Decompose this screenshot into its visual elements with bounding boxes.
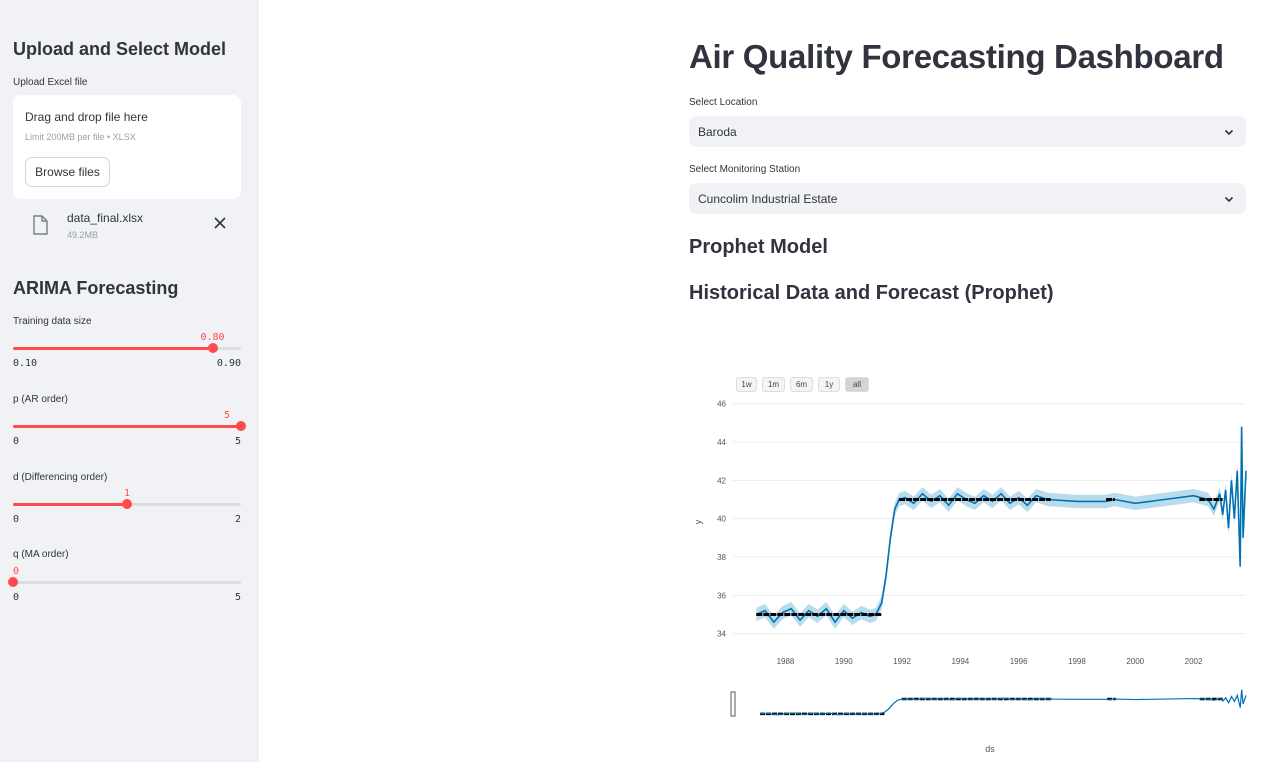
- slider-label-training: Training data size: [13, 316, 92, 327]
- y-axis-label: y: [693, 519, 703, 524]
- dropzone-limit: Limit 200MB per file • XLSX: [25, 132, 136, 142]
- location-label: Select Location: [689, 97, 758, 108]
- station-label: Select Monitoring Station: [689, 164, 801, 175]
- range-forecast-line: [759, 689, 1247, 716]
- d-order-slider[interactable]: 1 0 2: [13, 488, 241, 528]
- slider-value: 0: [13, 566, 20, 577]
- x-tick-label: 1998: [1068, 657, 1086, 666]
- slider-min: 0: [13, 436, 20, 447]
- range-button-1y[interactable]: 1y: [818, 377, 840, 392]
- p-order-slider[interactable]: 5 0 5: [13, 410, 246, 450]
- dropzone-title: Drag and drop file here: [25, 110, 148, 124]
- slider-max: 5: [234, 436, 241, 447]
- uploaded-file: data_final.xlsx 49.2MB: [13, 205, 241, 245]
- remove-file-icon[interactable]: [213, 216, 227, 230]
- sidebar: Upload and Select Model Upload Excel fil…: [0, 0, 259, 762]
- slider-thumb[interactable]: [207, 343, 218, 353]
- range-button-all[interactable]: all: [845, 377, 869, 392]
- y-tick-label: 34: [717, 630, 726, 639]
- y-tick-label: 36: [717, 591, 726, 600]
- x-tick-label: 1990: [835, 657, 853, 666]
- forecast-line: [755, 426, 1247, 624]
- y-tick-label: 38: [717, 553, 726, 562]
- range-button-1w[interactable]: 1w: [736, 377, 757, 392]
- x-tick-label: 1992: [893, 657, 911, 666]
- slider-label-d: d (Differencing order): [13, 472, 108, 483]
- y-tick-label: 46: [717, 400, 726, 409]
- station-select[interactable]: Cuncolim Industrial Estate: [689, 183, 1246, 214]
- slider-fill: [13, 503, 127, 506]
- range-button-1m[interactable]: 1m: [762, 377, 785, 392]
- uncertainty-band: [756, 420, 1246, 629]
- slider-label-p: p (AR order): [13, 394, 69, 405]
- browse-files-button[interactable]: Browse files: [25, 157, 110, 187]
- x-tick-label: 1994: [951, 657, 969, 666]
- slider-min: 0.10: [13, 358, 38, 369]
- slider-thumb[interactable]: [8, 577, 18, 587]
- upload-label: Upload Excel file: [13, 77, 88, 88]
- upload-heading: Upload and Select Model: [13, 39, 227, 59]
- x-tick-label: 2002: [1185, 657, 1203, 666]
- station-value: Cuncolim Industrial Estate: [698, 192, 838, 206]
- y-tick-label: 42: [717, 476, 726, 485]
- location-value: Baroda: [698, 125, 737, 139]
- slider-max: 2: [234, 514, 241, 525]
- slider-value: 1: [123, 488, 131, 499]
- range-button-6m[interactable]: 6m: [790, 377, 813, 392]
- y-tick-label: 44: [717, 438, 726, 447]
- slider-value: 0.80: [200, 332, 225, 343]
- file-name: data_final.xlsx: [67, 211, 144, 225]
- slider-thumb[interactable]: [236, 421, 246, 431]
- x-tick-label: 2000: [1126, 657, 1144, 666]
- slider-label-q: q (MA order): [13, 549, 69, 560]
- chevron-down-icon: [1224, 196, 1234, 203]
- file-dropzone[interactable]: Drag and drop file here Limit 200MB per …: [13, 95, 241, 199]
- slider-value: 5: [223, 410, 231, 421]
- slider-min: 0: [13, 514, 20, 525]
- x-axis-label: ds: [985, 744, 995, 754]
- y-tick-label: 40: [717, 515, 726, 524]
- arima-heading: ARIMA Forecasting: [13, 278, 179, 298]
- slider-track: [13, 581, 241, 584]
- slider-max: 0.90: [216, 358, 241, 369]
- slider-max: 5: [234, 592, 241, 603]
- slider-fill: [13, 425, 241, 428]
- chevron-down-icon: [1224, 129, 1234, 136]
- page-title: Air Quality Forecasting Dashboard: [689, 38, 1224, 75]
- file-size: 49.2MB: [67, 230, 99, 240]
- x-tick-label: 1996: [1010, 657, 1028, 666]
- slider-fill: [13, 347, 213, 350]
- slider-min: 0: [13, 592, 20, 603]
- x-tick-label: 1988: [777, 657, 795, 666]
- chart-heading: Historical Data and Forecast (Prophet): [689, 282, 1054, 304]
- model-heading: Prophet Model: [689, 236, 828, 258]
- range-slider-handle: [730, 691, 736, 717]
- training-size-slider[interactable]: 0.80 0.10 0.90: [13, 332, 241, 372]
- q-order-slider[interactable]: 0 0 5: [8, 566, 241, 606]
- slider-thumb[interactable]: [122, 499, 132, 509]
- location-select[interactable]: Baroda: [689, 116, 1246, 147]
- file-icon: [33, 215, 48, 235]
